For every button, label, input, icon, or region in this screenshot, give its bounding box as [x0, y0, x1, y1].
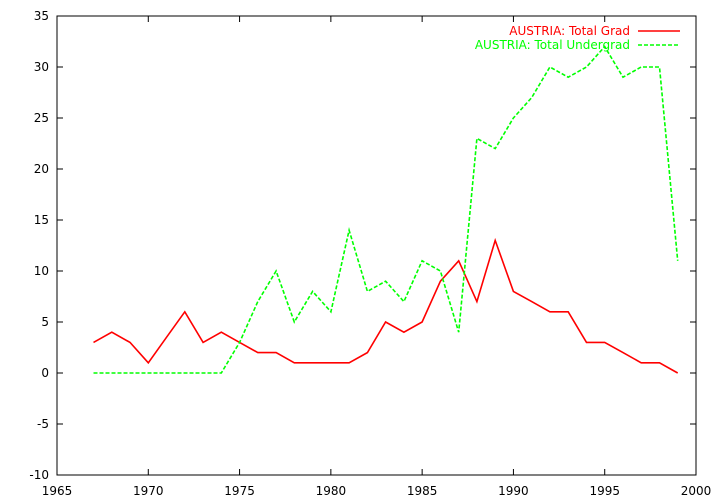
x-tick-label: 1980	[316, 484, 347, 498]
x-tick-label: 1985	[407, 484, 438, 498]
x-tick-label: 1975	[224, 484, 255, 498]
y-tick-label: 5	[41, 315, 49, 329]
series-line-1	[93, 237, 679, 374]
x-tick-label: 1965	[42, 484, 73, 498]
y-tick-label: 25	[34, 111, 49, 125]
y-tick-label: 20	[34, 162, 49, 176]
y-tick-label: 15	[34, 213, 49, 227]
y-tick-label: -10	[29, 468, 49, 482]
legend-label-1: AUSTRIA: Total Grad	[509, 24, 630, 38]
x-tick-label: 1970	[133, 484, 164, 498]
series-lines	[93, 45, 679, 374]
x-tick-label: 2000	[681, 484, 712, 498]
plot-frame	[56, 15, 697, 476]
x-tick-labels: 1965 1970 1975 1980 1985 1990 1995 2000	[42, 484, 712, 498]
axis-ticks	[56, 15, 697, 476]
x-tick-label: 1990	[498, 484, 529, 498]
y-tick-label: -5	[37, 417, 49, 431]
x-tick-label: 1995	[589, 484, 620, 498]
y-tick-label: 35	[34, 9, 49, 23]
series-line-2	[93, 45, 679, 374]
y-tick-labels: -10 -5 0 5 10 15 20 25 30 35	[29, 9, 49, 482]
y-tick-label: 10	[34, 264, 49, 278]
legend-label-2: AUSTRIA: Total Undergrad	[475, 38, 630, 52]
y-tick-label: 0	[41, 366, 49, 380]
y-tick-label: 30	[34, 60, 49, 74]
